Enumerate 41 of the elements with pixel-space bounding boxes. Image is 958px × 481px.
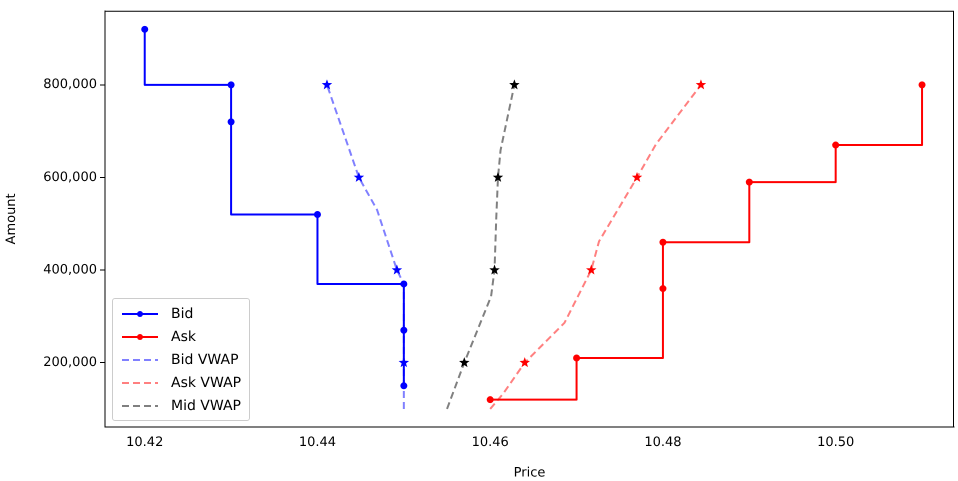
x-tick-label: 10.44 xyxy=(298,435,336,450)
y-axis-title: Amount xyxy=(4,193,20,244)
x-tick-label: 10.50 xyxy=(817,435,854,450)
y-tick-label: 800,000 xyxy=(43,77,97,92)
point xyxy=(228,118,235,126)
legend-label: Bid xyxy=(171,306,194,322)
point xyxy=(322,79,332,90)
x-tick-label: 10.42 xyxy=(126,435,164,450)
point xyxy=(746,178,753,186)
point xyxy=(832,142,840,149)
point xyxy=(520,357,530,368)
legend-label: Bid VWAP xyxy=(171,352,239,368)
point xyxy=(400,382,408,390)
point xyxy=(314,211,321,218)
point xyxy=(659,238,666,246)
point xyxy=(659,285,666,292)
legend-label: Mid VWAP xyxy=(171,398,241,414)
y-tick-label: 200,000 xyxy=(43,355,97,370)
point xyxy=(586,264,596,275)
point xyxy=(400,280,408,288)
point xyxy=(486,396,494,404)
y-tick-label: 400,000 xyxy=(43,262,97,278)
legend-label: Ask VWAP xyxy=(171,374,242,390)
y-tick-label: 600,000 xyxy=(43,170,97,185)
point xyxy=(400,326,408,334)
x-tick-label: 10.46 xyxy=(472,435,509,450)
point xyxy=(632,172,642,182)
point xyxy=(509,79,520,90)
point xyxy=(696,79,706,90)
point xyxy=(918,81,926,88)
point xyxy=(459,357,470,368)
legend-label: Ask xyxy=(171,328,196,344)
point xyxy=(392,264,402,275)
x-axis-title: Price xyxy=(514,466,546,481)
point xyxy=(492,172,504,182)
point xyxy=(228,81,235,88)
point xyxy=(489,264,500,275)
point xyxy=(354,172,364,182)
x-tick-label: 10.48 xyxy=(644,435,682,450)
point xyxy=(141,26,148,33)
point xyxy=(573,354,580,362)
